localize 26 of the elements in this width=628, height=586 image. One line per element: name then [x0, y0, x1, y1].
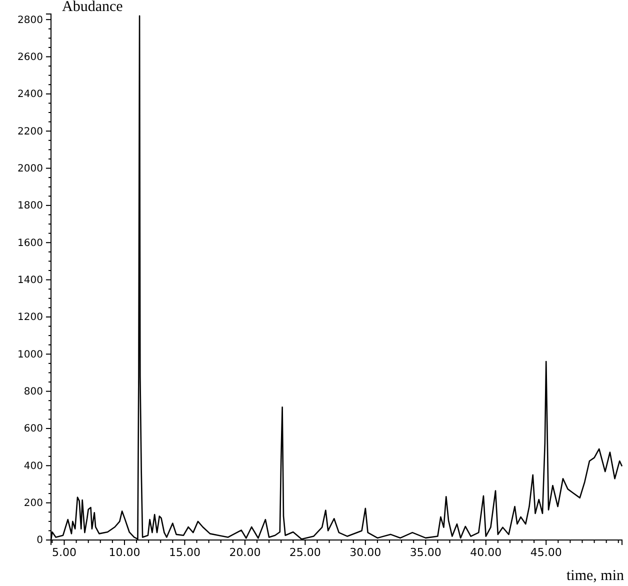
x-tick-label: 5.00: [52, 546, 76, 559]
y-tick-label: 1800: [18, 200, 43, 212]
y-tick-label: 1200: [18, 312, 43, 324]
y-axis-title: Abudance: [62, 0, 124, 15]
y-tick-label: 1000: [18, 349, 43, 360]
x-tick-label: 10.00: [108, 546, 140, 559]
y-tick-label: 600: [24, 424, 43, 435]
y-tick-label: 1600: [18, 238, 43, 249]
y-tick-label: 400: [24, 460, 43, 472]
x-tick-label: 20.00: [229, 546, 261, 559]
y-tick-label: 800: [24, 386, 43, 398]
x-axis-title: time, min: [566, 568, 624, 584]
y-tick-label: 1400: [18, 274, 43, 286]
y-tick-label: 2000: [18, 163, 43, 174]
x-tick-label: 25.00: [289, 546, 321, 559]
y-tick-label: 2200: [18, 126, 43, 138]
x-tick-label: 40.00: [470, 546, 502, 559]
x-tick-label: 45.00: [530, 546, 562, 559]
x-tick-label: 15.00: [168, 546, 200, 559]
y-tick-label: 200: [24, 498, 43, 510]
y-tick-label: 0: [36, 535, 43, 546]
x-tick-label: 35.00: [410, 546, 442, 559]
x-tick-label: 30.00: [350, 546, 382, 559]
y-tick-label: 2600: [18, 52, 43, 63]
y-tick-label: 2800: [18, 14, 43, 26]
y-tick-label: 2400: [18, 89, 43, 100]
